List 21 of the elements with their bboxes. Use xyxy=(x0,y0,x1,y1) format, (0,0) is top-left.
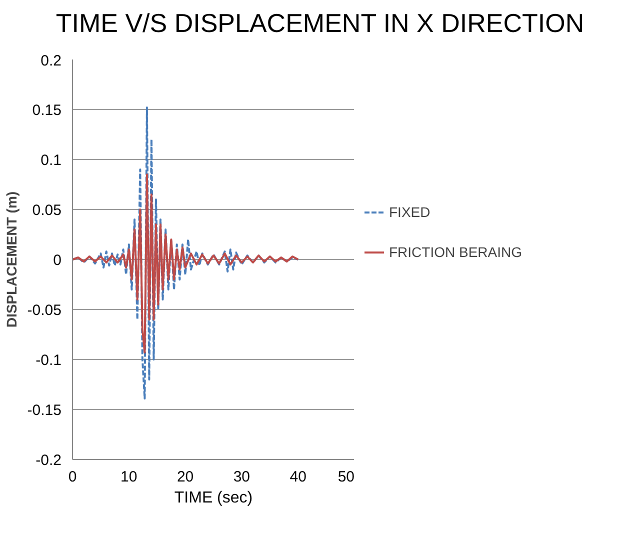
y-tick-label: 0.15 xyxy=(32,102,62,119)
x-tick-label: 20 xyxy=(176,468,194,486)
y-tick-label: -0.15 xyxy=(27,402,62,419)
legend-label: FIXED xyxy=(389,204,430,220)
x-tick-label: 50 xyxy=(338,468,355,486)
y-axis-title: DISPLACEMENT (m) xyxy=(3,191,20,328)
x-tick-label: 30 xyxy=(233,468,250,486)
y-tick-label: -0.05 xyxy=(27,302,62,319)
y-tick-label: 0.1 xyxy=(40,152,62,169)
y-tick-label: -0.2 xyxy=(36,452,62,469)
x-tick-label: 10 xyxy=(120,468,138,486)
x-axis-title: TIME (sec) xyxy=(174,490,253,506)
chart-title: TIME V/S DISPLACEMENT IN X DIRECTION xyxy=(56,7,584,40)
y-tick-label: 0 xyxy=(53,252,62,269)
x-tick-label: 40 xyxy=(290,468,306,486)
y-tick-label: 0.2 xyxy=(40,52,62,70)
legend-label: FRICTION BERAING xyxy=(389,244,522,260)
y-tick-label: 0.05 xyxy=(32,202,62,219)
line-series xyxy=(72,174,300,354)
y-tick-label: -0.1 xyxy=(36,352,62,369)
x-tick-label: 0 xyxy=(68,468,77,486)
